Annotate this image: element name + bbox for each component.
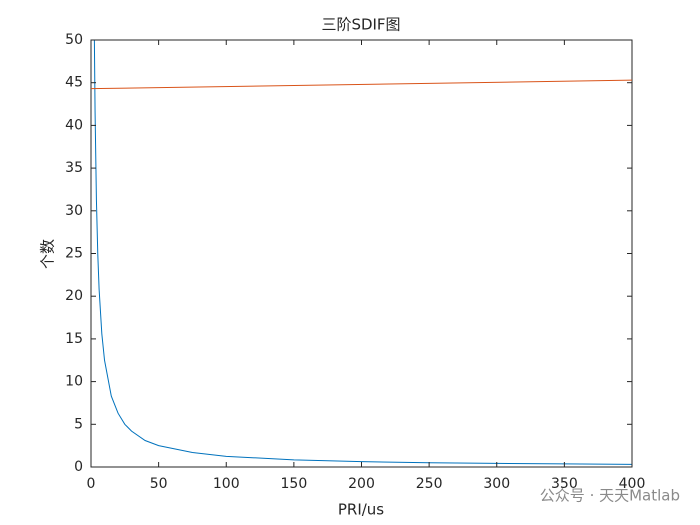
y-tick-label: 35 [65, 160, 83, 176]
x-axis-label: PRI/us [338, 501, 384, 519]
data-line [93, 40, 632, 465]
y-tick-label: 5 [74, 416, 83, 432]
y-axis-label: 个数 [39, 239, 57, 269]
x-tick-label: 0 [87, 476, 96, 492]
data-line [91, 79, 632, 90]
x-tick-label: 100 [213, 476, 240, 492]
x-tick-label: 200 [348, 476, 375, 492]
x-tick-label: 50 [150, 476, 168, 492]
x-tick-label: 150 [281, 476, 308, 492]
y-tick-label: 25 [65, 246, 83, 262]
y-tick-label: 0 [74, 459, 83, 475]
x-tick-label: 350 [551, 476, 578, 492]
y-tick-label: 40 [65, 117, 83, 133]
plot-area [90, 39, 633, 468]
y-tick-label: 10 [65, 374, 83, 390]
y-tick-label: 20 [65, 288, 83, 304]
y-tick-label: 30 [65, 203, 83, 219]
x-tick-label: 250 [416, 476, 443, 492]
y-tick-label: 15 [65, 331, 83, 347]
watermark: 公众号 · 天天Matlab [540, 487, 680, 505]
x-tick-label: 400 [619, 476, 646, 492]
y-tick-label: 45 [65, 75, 83, 91]
chart-title: 三阶SDIF图 [321, 16, 400, 34]
x-tick-label: 300 [483, 476, 510, 492]
y-tick-label: 50 [65, 32, 83, 48]
